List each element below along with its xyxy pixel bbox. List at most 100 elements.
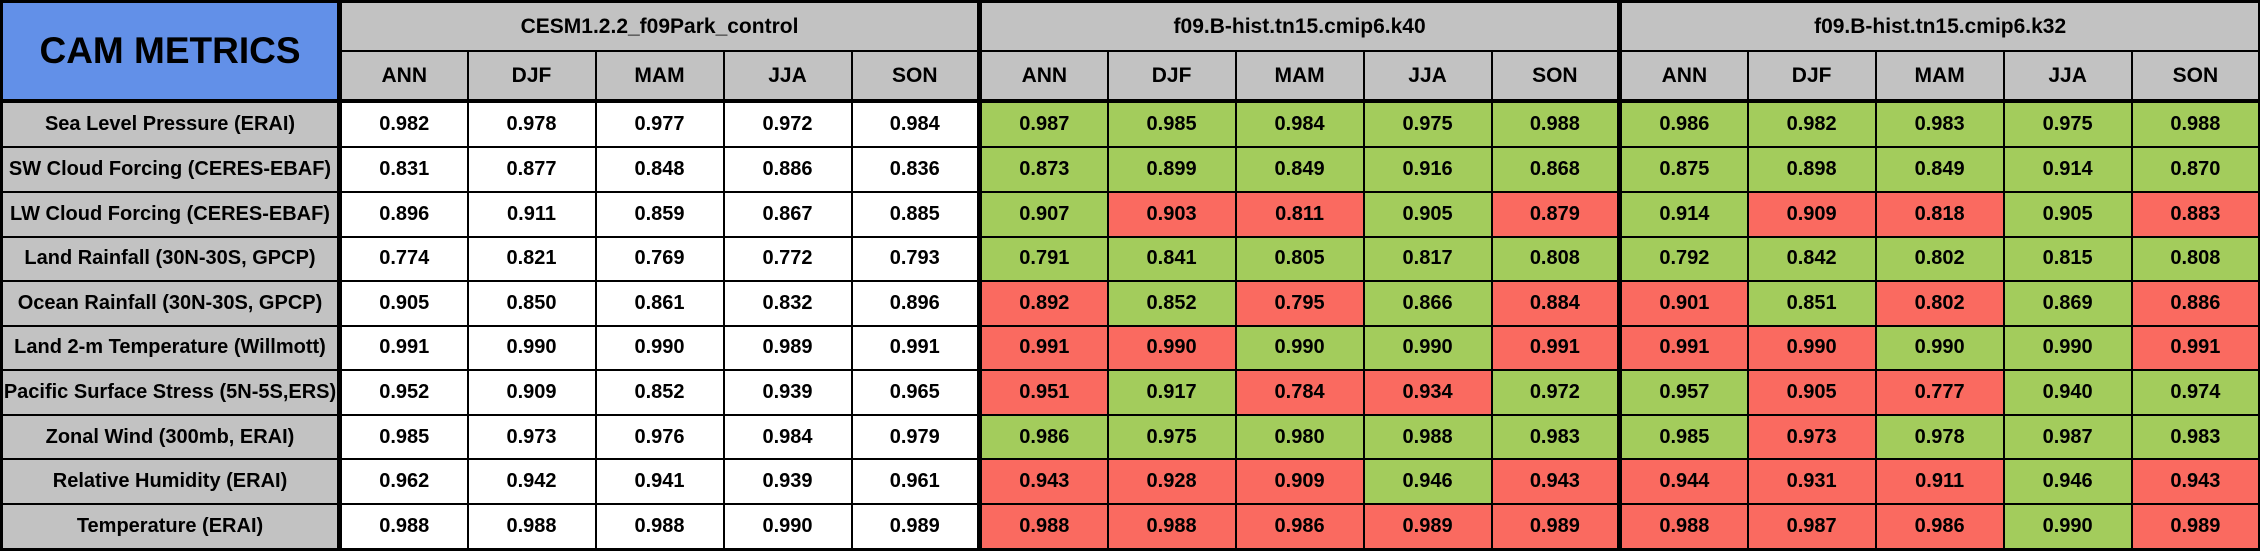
season-header: DJF bbox=[1746, 50, 1877, 103]
metric-cell: 0.831 bbox=[337, 146, 469, 193]
metric-cell: 0.791 bbox=[977, 235, 1109, 283]
metric-cell: 0.875 bbox=[1617, 146, 1749, 193]
metric-cell: 0.988 bbox=[466, 502, 597, 551]
metric-cell: 0.990 bbox=[2002, 502, 2133, 551]
metric-cell: 0.892 bbox=[977, 280, 1109, 327]
metric-cell: 0.941 bbox=[594, 458, 725, 505]
metric-cell: 0.944 bbox=[1617, 458, 1749, 505]
metric-cell: 0.911 bbox=[1874, 458, 2005, 505]
metric-cell: 0.991 bbox=[337, 324, 469, 372]
season-header: MAM bbox=[594, 50, 725, 103]
metric-cell: 0.975 bbox=[2002, 99, 2133, 149]
metric-cell: 0.901 bbox=[1617, 280, 1749, 327]
metric-cell: 0.883 bbox=[2130, 190, 2260, 238]
metric-cell: 0.939 bbox=[722, 369, 853, 416]
metric-cell: 0.989 bbox=[1362, 502, 1493, 551]
metric-cell: 0.986 bbox=[977, 413, 1109, 461]
group-header-control: CESM1.2.2_f09Park_control bbox=[336, 0, 981, 52]
metric-cell: 0.978 bbox=[466, 99, 597, 149]
metric-cell: 0.911 bbox=[466, 190, 597, 238]
metric-cell: 0.928 bbox=[1106, 458, 1237, 505]
row-label: Land Rainfall (30N-30S, GPCP) bbox=[0, 235, 342, 283]
metric-cell: 0.989 bbox=[1490, 502, 1621, 551]
metric-cell: 0.866 bbox=[1362, 280, 1493, 327]
metric-cell: 0.976 bbox=[594, 413, 725, 461]
metric-cell: 0.983 bbox=[1874, 99, 2005, 149]
metric-cell: 0.946 bbox=[2002, 458, 2133, 505]
group-header-k40: f09.B-hist.tn15.cmip6.k40 bbox=[977, 0, 1621, 52]
metric-cell: 0.990 bbox=[722, 502, 853, 551]
season-header: DJF bbox=[1106, 50, 1237, 103]
group-header-k32: f09.B-hist.tn15.cmip6.k32 bbox=[1617, 0, 2260, 52]
metric-cell: 0.942 bbox=[466, 458, 597, 505]
metric-cell: 0.898 bbox=[1746, 146, 1877, 193]
metric-cell: 0.952 bbox=[337, 369, 469, 416]
metric-cell: 0.990 bbox=[2002, 324, 2133, 372]
metric-cell: 0.988 bbox=[2130, 99, 2260, 149]
metric-cell: 0.870 bbox=[2130, 146, 2260, 193]
season-header: DJF bbox=[466, 50, 597, 103]
metric-cell: 0.769 bbox=[594, 235, 725, 283]
metric-cell: 0.985 bbox=[337, 413, 469, 461]
metric-cell: 0.990 bbox=[1362, 324, 1493, 372]
metric-cell: 0.965 bbox=[850, 369, 981, 416]
metric-cell: 0.774 bbox=[337, 235, 469, 283]
metric-cell: 0.991 bbox=[2130, 324, 2260, 372]
metric-cell: 0.867 bbox=[722, 190, 853, 238]
season-header: JJA bbox=[2002, 50, 2133, 103]
group-header-row: CAM METRICS CESM1.2.2_f09Park_control f0… bbox=[0, 0, 2260, 103]
metric-cell: 0.972 bbox=[1490, 369, 1621, 416]
metric-cell: 0.818 bbox=[1874, 190, 2005, 238]
metric-cell: 0.884 bbox=[1490, 280, 1621, 327]
metric-cell: 0.909 bbox=[466, 369, 597, 416]
metric-cell: 0.852 bbox=[1106, 280, 1237, 327]
metric-cell: 0.940 bbox=[2002, 369, 2133, 416]
metric-cell: 0.988 bbox=[1617, 502, 1749, 551]
season-header: JJA bbox=[722, 50, 853, 103]
metric-cell: 0.836 bbox=[850, 146, 981, 193]
metric-cell: 0.811 bbox=[1234, 190, 1365, 238]
metric-cell: 0.980 bbox=[1234, 413, 1365, 461]
metric-cell: 0.972 bbox=[722, 99, 853, 149]
metric-cell: 0.916 bbox=[1362, 146, 1493, 193]
metric-cell: 0.877 bbox=[466, 146, 597, 193]
metric-cell: 0.886 bbox=[2130, 280, 2260, 327]
metric-cell: 0.849 bbox=[1874, 146, 2005, 193]
metric-row: Land Rainfall (30N-30S, GPCP) 0.774 0.821 0… bbox=[0, 235, 2260, 283]
metric-cell: 0.848 bbox=[594, 146, 725, 193]
metric-cell: 0.986 bbox=[1874, 502, 2005, 551]
metric-cell: 0.985 bbox=[1106, 99, 1237, 149]
season-header-row: ANN DJF MAM JJA SON ANN DJF MAM JJA SON ANN DJF MAM J… bbox=[2, 50, 2260, 103]
metric-cell: 0.808 bbox=[2130, 235, 2260, 283]
row-label: SW Cloud Forcing (CERES-EBAF) bbox=[0, 146, 342, 193]
metric-cell: 0.989 bbox=[2130, 502, 2260, 551]
metric-cell: 0.988 bbox=[337, 502, 469, 551]
metric-cell: 0.852 bbox=[594, 369, 725, 416]
metric-cell: 0.934 bbox=[1362, 369, 1493, 416]
metric-cell: 0.989 bbox=[722, 324, 853, 372]
metric-cell: 0.984 bbox=[1234, 99, 1365, 149]
metric-cell: 0.986 bbox=[1617, 99, 1749, 149]
season-header: JJA bbox=[1362, 50, 1493, 103]
metric-cell: 0.973 bbox=[466, 413, 597, 461]
metric-cell: 0.991 bbox=[850, 324, 981, 372]
metric-cell: 0.808 bbox=[1490, 235, 1621, 283]
metric-cell: 0.943 bbox=[1490, 458, 1621, 505]
metric-row: Sea Level Pressure (ERAI) 0.982 0.978 0.977… bbox=[0, 99, 2260, 149]
metric-cell: 0.987 bbox=[1746, 502, 1877, 551]
season-header: MAM bbox=[1234, 50, 1365, 103]
metric-cell: 0.851 bbox=[1746, 280, 1877, 327]
season-header: SON bbox=[850, 50, 981, 103]
metric-cell: 0.943 bbox=[977, 458, 1109, 505]
row-label: LW Cloud Forcing (CERES-EBAF) bbox=[0, 190, 342, 238]
metric-cell: 0.885 bbox=[850, 190, 981, 238]
metric-cell: 0.977 bbox=[594, 99, 725, 149]
metric-cell: 0.905 bbox=[1746, 369, 1877, 416]
metric-cell: 0.982 bbox=[1746, 99, 1877, 149]
metric-cell: 0.849 bbox=[1234, 146, 1365, 193]
row-label: Pacific Surface Stress (5N-5S,ERS) bbox=[0, 369, 342, 416]
metric-cell: 0.990 bbox=[1746, 324, 1877, 372]
metric-cell: 0.873 bbox=[977, 146, 1109, 193]
metric-cell: 0.988 bbox=[977, 502, 1109, 551]
